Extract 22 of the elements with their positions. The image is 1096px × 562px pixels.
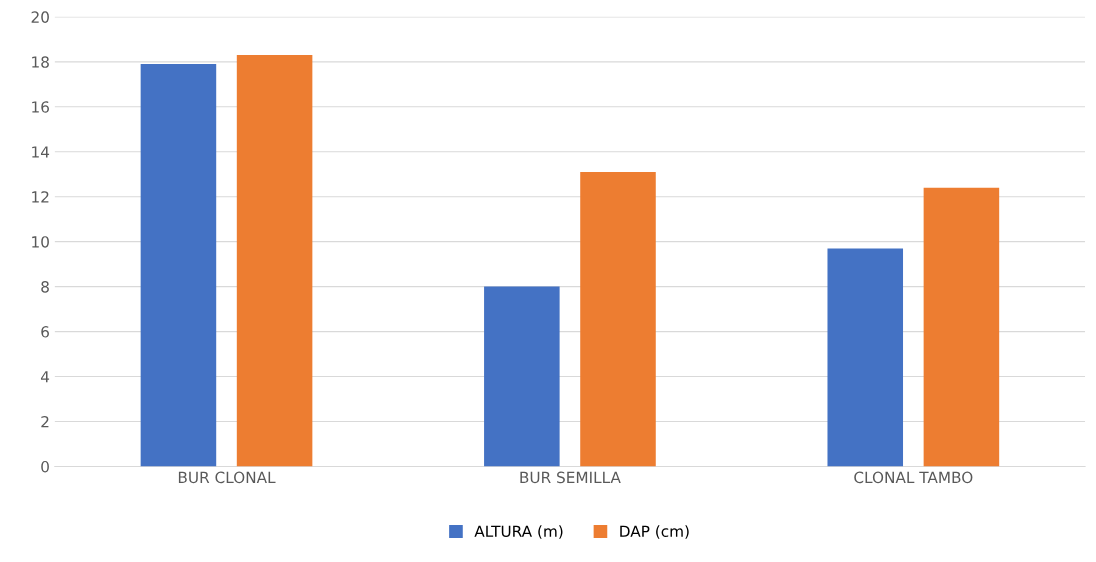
bar — [236, 55, 313, 467]
x-tick-label: BUR SEMILLA — [520, 471, 621, 484]
bar — [580, 171, 656, 467]
y-tick-label: 6 — [41, 326, 49, 338]
legend-label: ALTURA (m) — [474, 525, 563, 539]
bar — [827, 248, 904, 467]
y-tick-label: 12 — [32, 191, 49, 203]
y-tick-label: 0 — [41, 460, 49, 473]
y-tick-label: 8 — [41, 281, 49, 293]
bar — [140, 64, 217, 467]
y-tick-label: 2 — [41, 415, 49, 428]
bar — [484, 286, 560, 467]
bar — [923, 187, 1000, 467]
x-tick-label: BUR CLONAL — [178, 471, 276, 484]
y-tick-label: 20 — [31, 11, 49, 23]
y-tick-label: 10 — [32, 236, 49, 248]
y-tick-label: 14 — [32, 146, 50, 158]
legend-label: DAP (cm) — [620, 525, 689, 539]
x-tick-label: CLONAL TAMBO — [854, 471, 973, 484]
y-tick-label: 18 — [32, 56, 49, 68]
y-tick-label: 16 — [32, 101, 49, 113]
y-tick-label: 4 — [40, 371, 50, 383]
